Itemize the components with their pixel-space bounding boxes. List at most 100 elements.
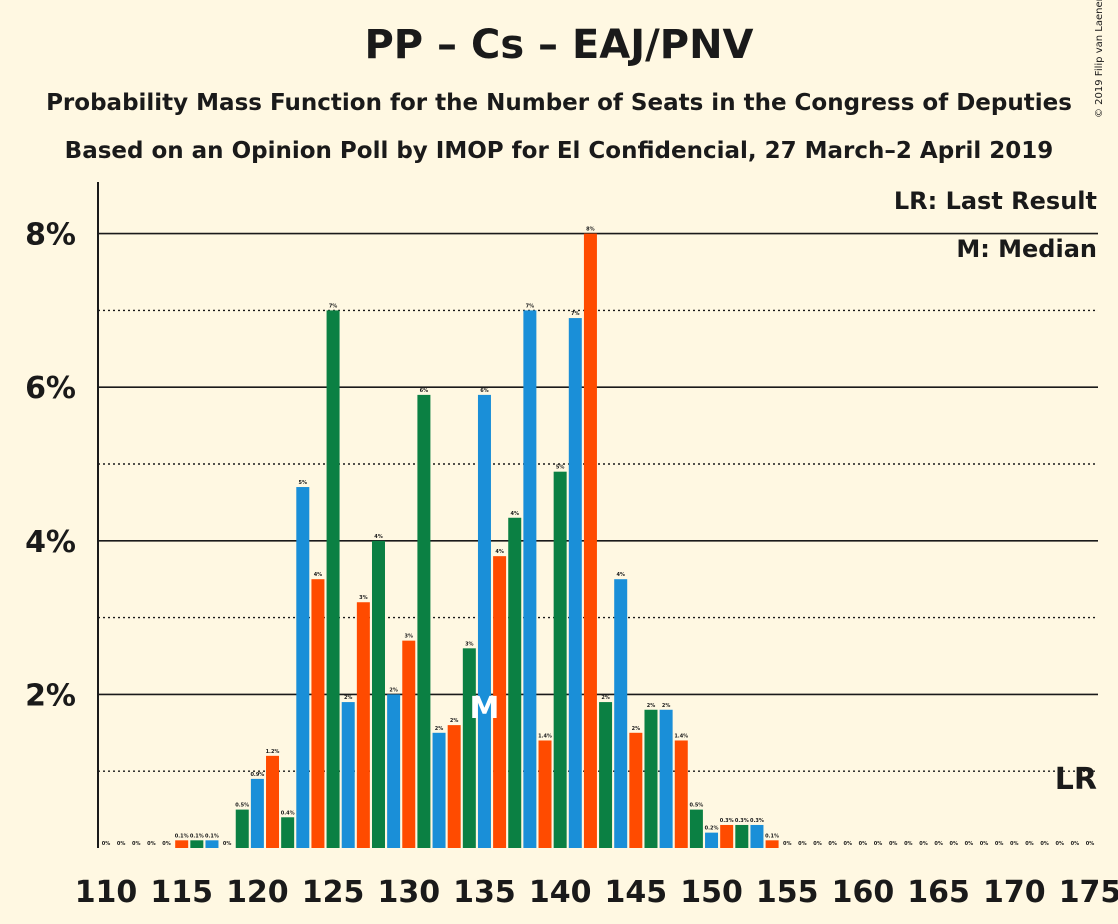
data-label-166: 0% [950, 841, 959, 847]
data-label-119: 0.5% [235, 803, 249, 809]
x-tick-label: 165 [907, 875, 970, 910]
data-label-144: 4% [616, 572, 625, 578]
data-label-169: 0% [995, 841, 1004, 847]
data-label-147: 2% [662, 703, 671, 709]
data-label-115: 0.1% [175, 833, 189, 839]
bar-146 [644, 709, 658, 848]
data-label-132: 2% [435, 726, 444, 732]
data-label-139: 1.4% [538, 733, 552, 739]
bar-140 [553, 471, 567, 848]
median-marker: M [470, 691, 500, 726]
data-label-114: 0% [162, 841, 171, 847]
bar-139 [538, 740, 552, 848]
data-label-129: 2% [389, 687, 398, 693]
data-label-136: 4% [495, 549, 504, 555]
x-tick-label: 125 [302, 875, 365, 910]
bar-122 [281, 817, 295, 848]
data-label-157: 0% [813, 841, 822, 847]
data-label-141: 7% [571, 311, 580, 317]
last-result-marker: LR [1055, 762, 1097, 797]
data-label-148: 1.4% [674, 733, 688, 739]
bar-120 [250, 778, 264, 848]
data-label-116: 0.1% [190, 833, 204, 839]
bar-121 [266, 755, 280, 848]
data-label-125: 7% [329, 303, 338, 309]
bar-145 [629, 732, 643, 848]
legend-median: M: Median [956, 235, 1097, 263]
data-label-149: 0.5% [689, 803, 703, 809]
bar-132 [432, 732, 446, 848]
data-label-128: 4% [374, 534, 383, 540]
data-label-152: 0.3% [735, 818, 749, 824]
data-label-168: 0% [980, 841, 989, 847]
data-label-131: 6% [420, 388, 429, 394]
y-tick-label: 2% [25, 678, 76, 713]
data-label-113: 0% [147, 841, 156, 847]
x-tick-label: 170 [983, 875, 1046, 910]
data-label-150: 0.2% [705, 826, 719, 832]
data-label-159: 0% [844, 841, 853, 847]
y-tick-label: 4% [25, 525, 76, 560]
bar-134 [462, 648, 476, 848]
bar-136 [493, 556, 507, 848]
data-label-161: 0% [874, 841, 883, 847]
bar-127 [356, 602, 370, 848]
data-label-164: 0% [919, 841, 928, 847]
data-label-172: 0% [1040, 841, 1049, 847]
x-tick-label: 115 [150, 875, 213, 910]
bars [175, 233, 779, 849]
x-tick-label: 140 [529, 875, 592, 910]
data-label-118: 0% [223, 841, 232, 847]
grid-lines [98, 232, 1098, 772]
x-tick-label: 130 [377, 875, 440, 910]
data-label-140: 5% [556, 465, 565, 471]
bar-148 [674, 740, 688, 848]
bar-126 [341, 702, 355, 848]
data-label-135: 6% [480, 388, 489, 394]
bar-143 [599, 702, 613, 848]
y-tick-label: 6% [25, 371, 76, 406]
bar-147 [659, 709, 673, 848]
data-label-167: 0% [965, 841, 974, 847]
bar-135 [477, 394, 491, 848]
data-label-170: 0% [1010, 841, 1019, 847]
bar-150 [705, 832, 719, 848]
bar-142 [583, 233, 597, 849]
legend-last-result: LR: Last Result [894, 187, 1097, 215]
data-label-171: 0% [1025, 841, 1034, 847]
data-label-123: 5% [299, 480, 308, 486]
data-label-160: 0% [859, 841, 868, 847]
bar-124 [311, 579, 325, 848]
y-tick-label: 8% [25, 218, 76, 253]
bar-131 [417, 394, 431, 848]
x-tick-label: 155 [756, 875, 819, 910]
data-label-174: 0% [1071, 841, 1080, 847]
data-label-162: 0% [889, 841, 898, 847]
data-label-121: 1.2% [266, 749, 280, 755]
bar-128 [371, 540, 385, 848]
chart-source-subtitle: Based on an Opinion Poll by IMOP for El … [64, 138, 1054, 164]
data-label-110: 0% [102, 841, 111, 847]
bar-137 [508, 517, 522, 848]
data-label-173: 0% [1055, 841, 1064, 847]
data-label-133: 2% [450, 718, 459, 724]
bar-133 [447, 725, 461, 848]
x-tick-label: 110 [75, 875, 138, 910]
bar-141 [568, 318, 582, 849]
data-label-134: 3% [465, 641, 474, 647]
data-label-156: 0% [798, 841, 807, 847]
bar-123 [296, 487, 310, 848]
data-label-127: 3% [359, 595, 368, 601]
data-label-175: 0% [1086, 841, 1095, 847]
x-tick-label: 135 [453, 875, 516, 910]
data-label-143: 2% [601, 695, 610, 701]
data-label-142: 8% [586, 227, 595, 233]
bar-129 [387, 694, 401, 848]
data-label-120: 0.9% [250, 772, 264, 778]
bar-115 [175, 840, 189, 848]
data-label-163: 0% [904, 841, 913, 847]
bar-153 [750, 824, 764, 848]
x-tick-label: 145 [605, 875, 668, 910]
x-tick-label: 160 [832, 875, 895, 910]
